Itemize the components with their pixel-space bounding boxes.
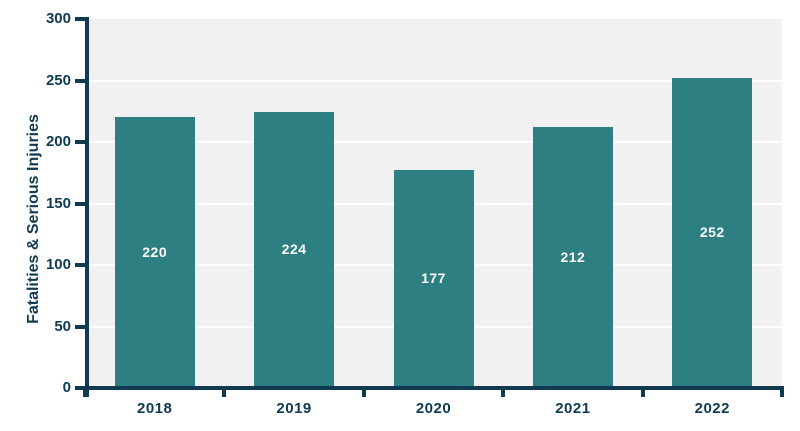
y-axis-tick-label: 100: [45, 256, 71, 273]
y-axis-tick: [75, 324, 89, 329]
y-axis-tick-label: 250: [45, 71, 71, 89]
y-axis-tick: [75, 78, 89, 83]
x-axis-category-label: 2022: [694, 400, 730, 417]
x-axis-category-label: 2021: [555, 400, 591, 417]
bar-value-label: 177: [421, 270, 446, 287]
y-axis-tick: [75, 17, 89, 21]
bar-value-label: 220: [142, 243, 168, 260]
x-axis-tick: [780, 386, 784, 397]
gridline: [89, 141, 782, 143]
y-axis-tick-label: 200: [45, 133, 71, 150]
gridline: [89, 79, 782, 82]
y-axis-tick-label: 300: [45, 10, 71, 27]
y-axis-tick: [75, 386, 89, 390]
x-axis-tick: [83, 386, 87, 397]
y-axis-tick-label: 0: [62, 379, 71, 396]
bar-2018: [114, 117, 195, 386]
bar-2022: [672, 78, 753, 386]
y-axis-tick-label: 150: [45, 194, 71, 212]
x-axis-category-label: 2020: [415, 400, 452, 417]
y-axis-tick-label: 50: [54, 317, 71, 335]
x-axis-tick: [361, 386, 366, 397]
y-axis-tick: [75, 201, 89, 206]
y-axis-tick: [75, 140, 89, 144]
bar-value-label: 212: [560, 248, 586, 265]
x-axis-category-label: 2019: [276, 400, 312, 417]
bar-value-label: 224: [281, 241, 307, 258]
x-axis-tick: [501, 386, 506, 397]
y-axis-tick: [75, 263, 89, 267]
x-axis-tick: [640, 386, 645, 397]
bar-value-label: 252: [699, 224, 725, 241]
x-axis-tick: [222, 386, 227, 397]
bar-2019: [254, 112, 335, 386]
bar-2020: [393, 170, 474, 386]
x-axis-line: [84, 386, 784, 390]
bar-2021: [532, 127, 613, 386]
x-axis-category-label: 2018: [137, 400, 173, 417]
y-axis-line: [85, 17, 89, 397]
